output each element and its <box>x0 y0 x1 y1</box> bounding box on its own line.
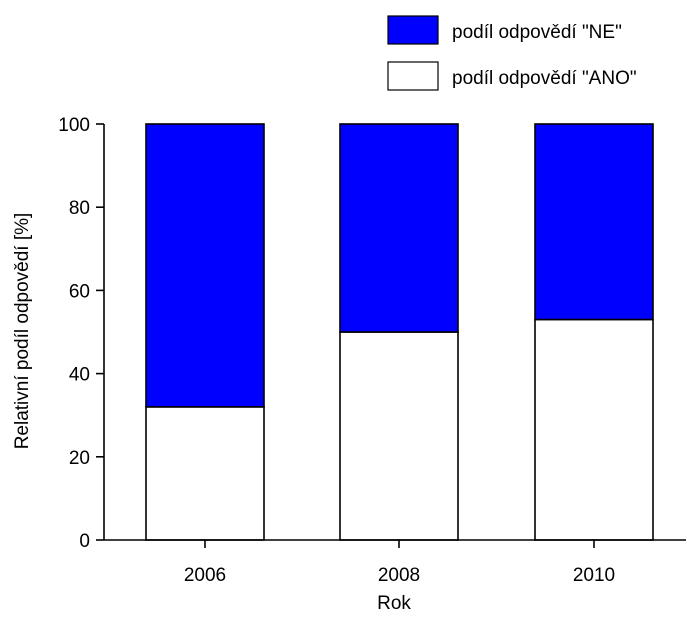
bar-2010-ano <box>534 318 654 541</box>
bar-2008-ano <box>339 331 459 541</box>
legend-label-ne: podíl odpovědí "NE" <box>452 22 622 43</box>
bar-2006-ne <box>145 123 265 408</box>
y-tick-label: 100 <box>58 115 90 136</box>
x-axis-title: Rok <box>377 593 411 614</box>
bar-2006-ano <box>145 406 265 541</box>
y-tick-label: 80 <box>69 198 90 219</box>
y-tick-label: 60 <box>69 281 90 302</box>
axes: 0 20 40 60 80 100 2006 2008 2010 <box>58 115 686 586</box>
x-tick-label: 2010 <box>573 565 615 586</box>
y-tick-label: 0 <box>79 531 90 552</box>
y-axis-title: Relativní podíl odpovědí [%] <box>12 213 33 450</box>
legend-swatch-ne <box>387 15 439 45</box>
y-tick-label: 20 <box>69 448 90 469</box>
bar-2010-ne <box>534 123 654 321</box>
legend-label-ano: podíl odpovědí "ANO" <box>452 68 637 89</box>
y-tick-label: 40 <box>69 365 90 386</box>
legend: podíl odpovědí "NE" podíl odpovědí "ANO" <box>387 15 637 91</box>
bar-2008-ne <box>339 123 459 333</box>
x-tick-label: 2008 <box>378 565 420 586</box>
x-tick-label: 2006 <box>184 565 226 586</box>
bars <box>145 123 654 541</box>
legend-swatch-ano <box>387 61 439 91</box>
